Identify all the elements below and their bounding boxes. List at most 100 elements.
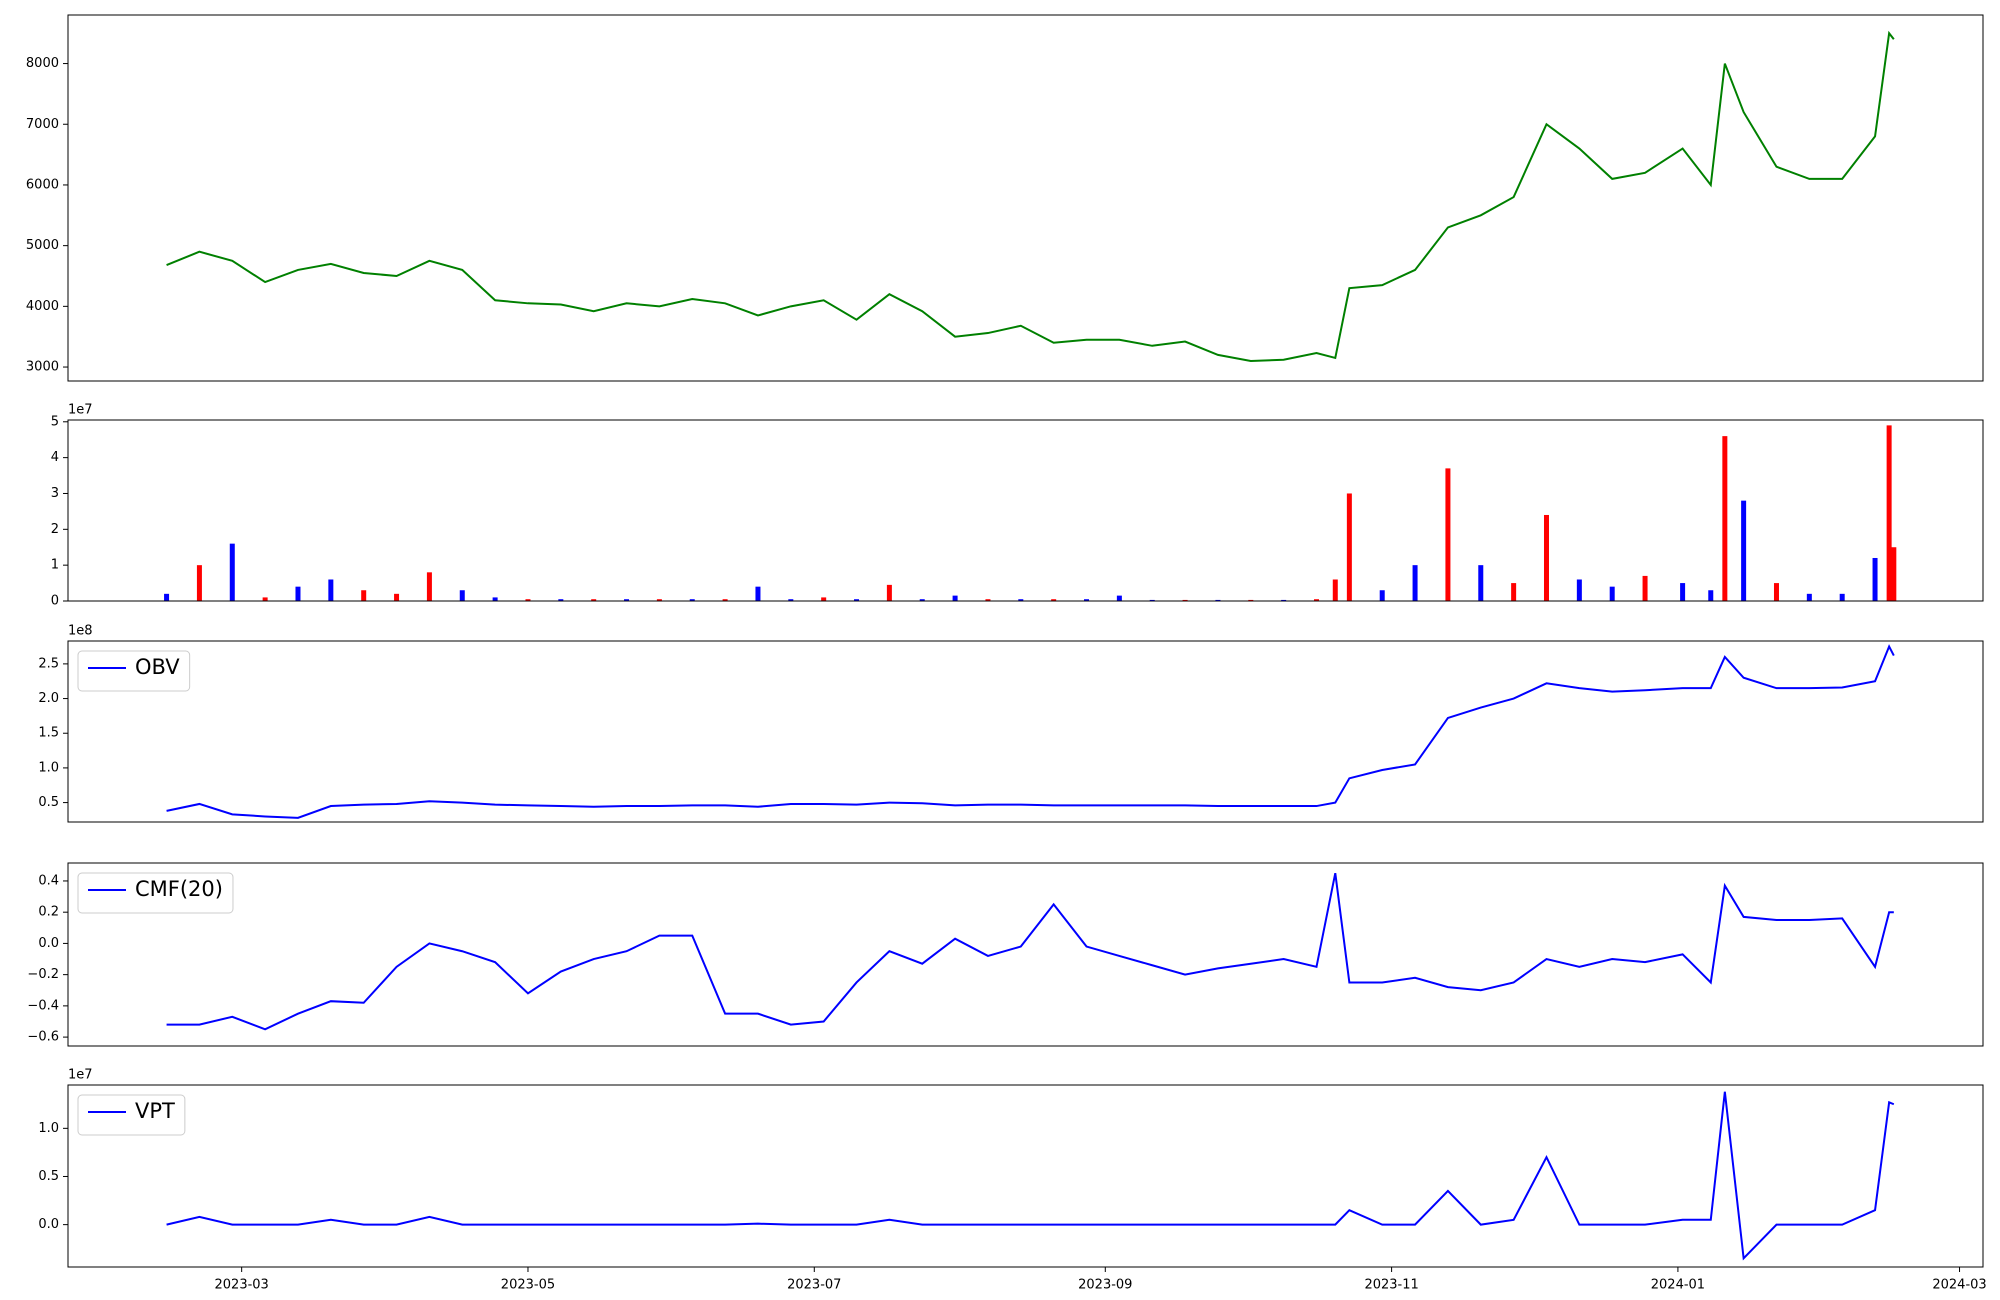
y-tick-label: 5000 [26, 238, 59, 253]
volume-bar [1543, 514, 1549, 601]
panel: 0 1 2 3 4 5 1e7 [51, 403, 1984, 609]
series-line [166, 872, 1894, 1031]
legend-label: OBV [135, 655, 180, 679]
volume-bar [1346, 493, 1352, 601]
volume-bar [1116, 595, 1122, 601]
y-tick-label: 1.0 [38, 760, 59, 775]
plot-frame [67, 640, 1984, 823]
volume-bar [1576, 579, 1582, 601]
legend-label: CMF(20) [135, 877, 223, 901]
axis-offset-label: 1e7 [68, 1068, 93, 1083]
axis-offset-label: 1e7 [68, 403, 93, 418]
y-tick-label: 1.5 [38, 726, 59, 741]
volume-bar [919, 599, 925, 601]
y-tick-label: −0.6 [27, 1030, 59, 1045]
volume-bar [492, 597, 498, 601]
y-tick-label: 3 [51, 486, 59, 501]
volume-bar [985, 599, 991, 601]
volume-bar [525, 599, 531, 601]
volume-bar [1886, 425, 1892, 601]
y-tick-label: −0.2 [27, 967, 59, 982]
series-line [166, 1091, 1895, 1261]
volume-bar [886, 584, 892, 601]
x-tick-label: 2023-05 [501, 1278, 555, 1293]
y-tick-label: 2 [51, 522, 59, 537]
panel: 0.0 0.5 1.0 1e7 2023-03 2023-05 2023-07 2023-09… [38, 1068, 1986, 1293]
y-tick-label: 2.0 [38, 691, 59, 706]
volume-bar [1642, 575, 1648, 601]
legend-box [77, 650, 191, 692]
y-tick-label: 1 [51, 558, 59, 573]
volume-bar [1149, 599, 1155, 601]
y-tick-label: 6000 [26, 177, 59, 192]
y-tick-label: 0.5 [38, 795, 59, 810]
plot-frame [67, 1084, 1984, 1268]
y-tick-label: 0.4 [38, 873, 59, 888]
volume-bar [1722, 436, 1728, 601]
y-tick-label: −0.4 [27, 998, 59, 1013]
legend-label: VPT [135, 1099, 175, 1123]
plot-frame [67, 862, 1984, 1047]
volume-bar [1806, 593, 1812, 601]
volume-bar [1248, 599, 1254, 601]
volume-bar [426, 572, 432, 601]
x-tick-label: 2024-01 [1651, 1278, 1705, 1293]
volume-bar [229, 543, 235, 601]
volume-bar [1511, 583, 1517, 601]
volume-bar [1773, 583, 1779, 601]
y-tick-label: 3000 [26, 360, 59, 375]
axis-offset-label: 1e8 [68, 624, 93, 639]
volume-bar [262, 597, 268, 601]
legend: CMF(20) [77, 872, 234, 914]
y-tick-label: 5 [51, 414, 59, 429]
volume-bar [788, 599, 794, 601]
volume-bar [164, 593, 170, 601]
x-tick-label: 2023-11 [1364, 1278, 1418, 1293]
x-tick-label: 2023-09 [1078, 1278, 1132, 1293]
volume-bar [722, 599, 728, 601]
volume-bar [1379, 590, 1385, 601]
volume-bar [1445, 468, 1451, 601]
volume-bar [1314, 599, 1320, 601]
series-line [166, 644, 1895, 819]
legend: OBV [77, 650, 191, 692]
volume-bar [1018, 599, 1024, 601]
y-tick-label: 0.5 [38, 1169, 59, 1184]
plot-frame [67, 419, 1984, 602]
volume-bar [1332, 579, 1338, 601]
series-line [166, 30, 1895, 362]
volume-bar [1609, 586, 1615, 601]
panel: 0.5 1.0 1.5 2.0 2.5 1e8 OBV [38, 624, 1984, 823]
volume-bar [1051, 599, 1057, 601]
legend-box [77, 1094, 186, 1136]
volume-bar [854, 599, 860, 601]
volume-bar [328, 579, 334, 601]
volume-bar [1281, 599, 1287, 601]
y-tick-label: 2.5 [38, 656, 59, 671]
legend-box [77, 872, 234, 914]
volume-bar [1839, 593, 1845, 601]
panel: −0.6 −0.4 −0.2 0.0 0.2 0.4 CMF(20) [27, 862, 1984, 1047]
volume-bar [755, 586, 761, 601]
volume-bar [624, 599, 630, 601]
y-tick-label: 8000 [26, 56, 59, 71]
y-tick-label: 7000 [26, 117, 59, 132]
volume-bar [1412, 565, 1418, 601]
volume-bar [1084, 599, 1090, 601]
y-tick-label: 4000 [26, 299, 59, 314]
volume-bar [361, 590, 367, 601]
volume-bar [295, 586, 301, 601]
volume-bar [1680, 583, 1686, 601]
panel: 3000 4000 5000 6000 7000 8000 [26, 14, 1984, 382]
volume-bar [1215, 599, 1221, 601]
volume-bar [952, 595, 958, 601]
volume-bar [591, 599, 597, 601]
volume-bar [1872, 557, 1878, 601]
volume-bar [1741, 500, 1747, 601]
volume-bar [196, 565, 202, 601]
y-tick-label: 1.0 [38, 1121, 59, 1136]
y-tick-label: 4 [51, 450, 59, 465]
volume-bar [821, 597, 827, 601]
volume-bar [1708, 590, 1714, 601]
